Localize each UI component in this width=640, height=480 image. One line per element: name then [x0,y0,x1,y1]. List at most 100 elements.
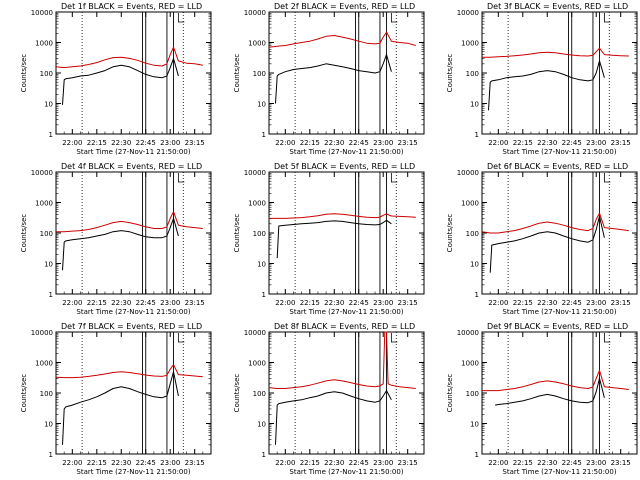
x-tick-label: 22:30 [324,459,344,467]
y-tick-label: 10 [470,101,479,109]
x-axis-label: Start Time (27-Nov-11 21:50:00) [289,468,403,476]
y-axis-label: Counts/sec [20,214,28,253]
lld-series-line [482,369,629,392]
x-tick-label: 22:30 [537,459,557,467]
plot-frame [268,331,425,455]
y-tick-label: 1000 [248,40,266,48]
x-tick-label: 23:00 [160,459,180,467]
chart-title: Det 9f BLACK = Events, RED = LLD [487,322,628,331]
x-axis-label: Start Time (27-Nov-11 21:50:00) [76,148,190,156]
bracket-marker [390,13,398,23]
x-tick-label: 23:15 [398,299,418,307]
y-tick-label: 10000 [244,329,266,337]
y-tick-label: 10000 [457,169,479,177]
y-tick-label: 10 [44,261,53,269]
x-axis-label: Start Time (27-Nov-11 21:50:00) [502,468,616,476]
y-tick-label: 100 [40,70,53,78]
y-tick-label: 10000 [244,9,266,17]
x-tick-label: 22:30 [111,459,131,467]
lld-series-line [268,31,416,48]
x-tick-label: 22:30 [324,139,344,147]
y-tick-label: 100 [253,390,266,398]
events-series-line [276,219,392,259]
lld-series-line [55,364,203,379]
x-tick-label: 22:30 [111,299,131,307]
x-tick-label: 22:15 [300,459,320,467]
y-tick-label: 10000 [457,9,479,17]
lld-series-line [268,331,416,389]
chart-title: Det 8f BLACK = Events, RED = LLD [274,322,415,331]
lld-series-line [56,211,203,233]
y-tick-label: 1000 [461,200,479,208]
y-axis-label: Counts/sec [446,54,454,93]
chart-panel-7: Det 7f BLACK = Events, RED = LLD 1 10 100 10… [20,322,212,476]
chart-title: Det 4f BLACK = Events, RED = LLD [61,162,202,171]
y-tick-label: 1000 [35,40,53,48]
y-tick-label: 1 [262,291,266,299]
x-tick-label: 22:30 [537,299,557,307]
x-tick-label: 22:45 [136,139,156,147]
x-tick-label: 22:45 [562,459,582,467]
x-tick-label: 22:45 [349,459,369,467]
y-tick-label: 1 [475,131,479,139]
x-tick-label: 22:15 [300,299,320,307]
x-tick-label: 22:45 [136,299,156,307]
y-tick-label: 10000 [31,9,53,17]
y-axis-label: Counts/sec [233,214,241,253]
y-tick-label: 100 [466,390,479,398]
y-tick-label: 10 [44,421,53,429]
chart-title: Det 1f BLACK = Events, RED = LLD [61,2,202,11]
x-tick-label: 23:15 [185,459,205,467]
x-tick-label: 22:45 [349,299,369,307]
bracket-marker [177,173,185,183]
y-tick-label: 10 [257,421,266,429]
x-tick-label: 22:15 [513,459,533,467]
x-tick-label: 23:15 [398,139,418,147]
x-tick-label: 22:45 [349,139,369,147]
x-tick-label: 22:00 [275,299,295,307]
x-tick-label: 22:00 [275,459,295,467]
x-tick-label: 23:00 [586,459,606,467]
y-tick-label: 1000 [35,200,53,208]
y-tick-label: 1 [262,131,266,139]
bracket-marker [177,13,185,23]
x-tick-label: 22:15 [87,459,107,467]
x-tick-label: 23:00 [373,459,393,467]
x-axis-label: Start Time (27-Nov-11 21:50:00) [76,308,190,316]
x-tick-label: 22:30 [537,139,557,147]
events-series-line [62,371,179,445]
lld-series-line [55,46,203,69]
chart-title: Det 7f BLACK = Events, RED = LLD [61,322,202,331]
x-tick-label: 22:45 [562,139,582,147]
events-series-line [275,54,392,104]
y-axis-label: Counts/sec [446,374,454,413]
y-tick-label: 1 [475,291,479,299]
x-tick-label: 23:00 [373,299,393,307]
x-tick-label: 22:00 [488,299,508,307]
events-series-line [488,60,605,111]
y-tick-label: 10000 [244,169,266,177]
chart-panel-4: Det 4f BLACK = Events, RED = LLD 1 10 100 10… [20,162,212,316]
bracket-marker [603,13,611,23]
x-tick-label: 22:00 [62,459,82,467]
lld-series-line [481,212,629,234]
y-tick-label: 100 [466,70,479,78]
x-tick-label: 22:15 [513,139,533,147]
bracket-marker [603,173,611,183]
y-tick-label: 1000 [248,200,266,208]
plot-frame [55,11,212,135]
y-tick-label: 100 [466,230,479,238]
plot-frame [268,11,425,135]
x-tick-label: 23:00 [160,299,180,307]
x-tick-label: 22:15 [513,299,533,307]
chart-panel-9: Det 9f BLACK = Events, RED = LLD 1 10 100 10… [446,322,638,476]
x-tick-label: 23:15 [611,299,631,307]
bracket-marker [390,173,398,183]
x-tick-label: 22:45 [136,459,156,467]
chart-panel-1: Det 1f BLACK = Events, RED = LLD 1 10 100 10… [20,2,212,156]
lld-series-line [482,47,629,58]
events-series-line [62,217,179,271]
y-tick-label: 100 [40,230,53,238]
y-tick-label: 1000 [461,360,479,368]
